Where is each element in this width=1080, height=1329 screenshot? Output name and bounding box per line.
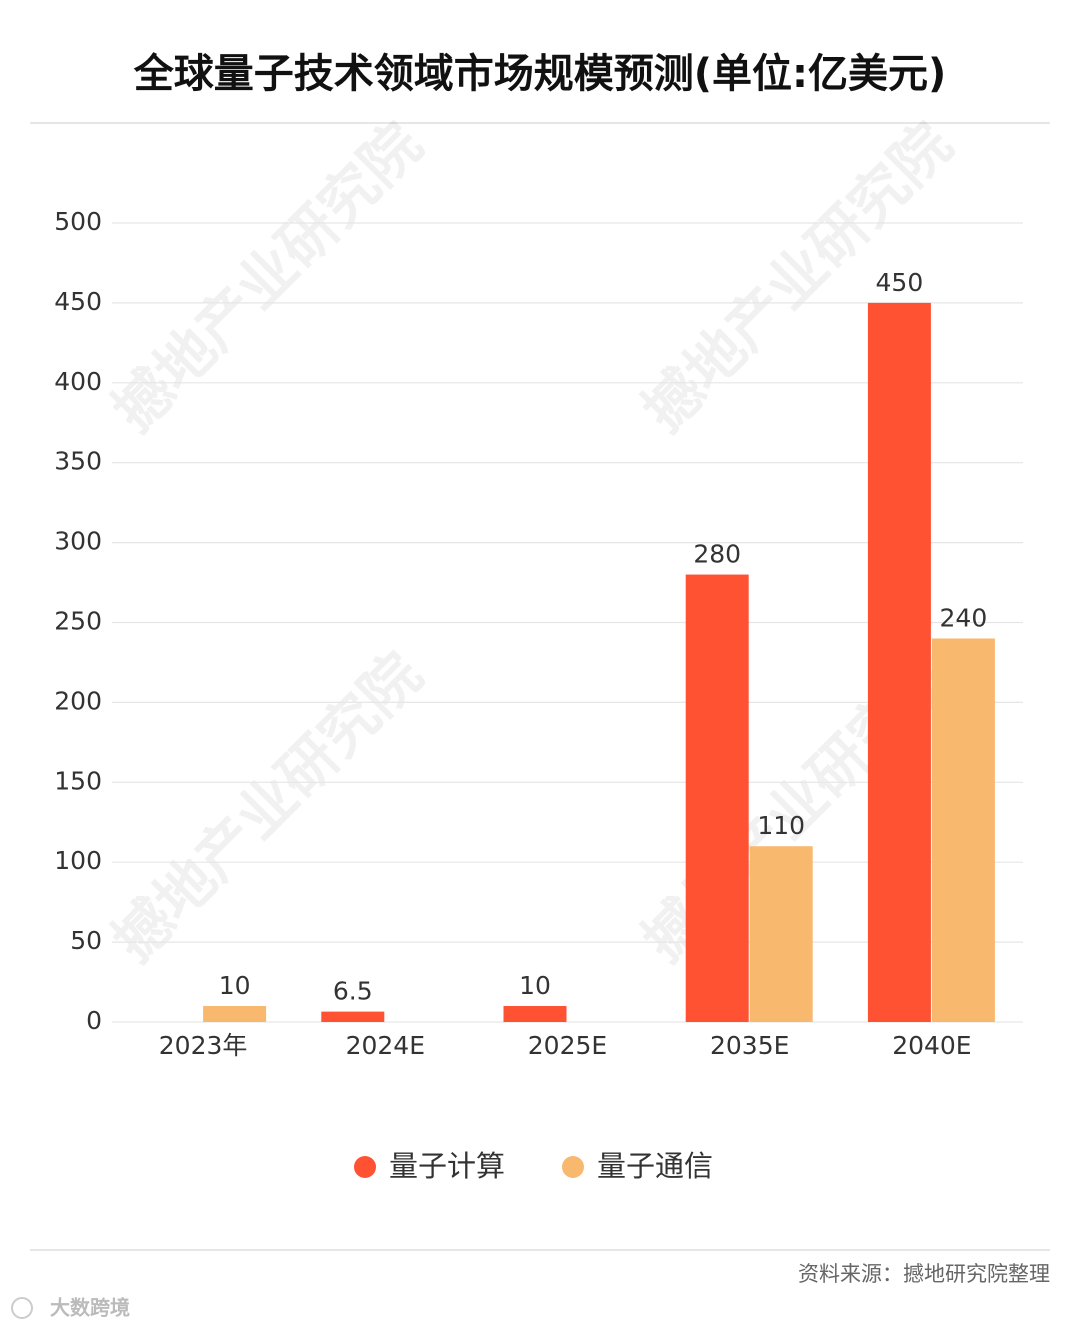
y-tick-label: 50	[70, 926, 102, 955]
data-label: 240	[940, 603, 988, 632]
y-tick-label: 0	[86, 1006, 102, 1035]
data-label: 450	[876, 268, 924, 297]
legend-marker	[354, 1156, 376, 1178]
data-label: 110	[757, 811, 805, 840]
bar	[685, 574, 749, 1022]
data-label: 6.5	[333, 977, 373, 1006]
data-label: 280	[693, 540, 741, 569]
y-tick-label: 200	[54, 686, 102, 715]
y-tick-label: 300	[54, 527, 102, 556]
logo-text: 大数跨境	[50, 1296, 130, 1320]
bar	[203, 1006, 267, 1022]
plot-area: 0 50 100 150 200 250 300 350 400 450 500 2023年 10 202…	[54, 207, 1023, 1183]
y-tick-label: 100	[54, 846, 102, 875]
x-tick-label: 2024E	[346, 1031, 425, 1060]
chart-title: 全球量子技术领域市场规模预测(单位:亿美元)	[133, 51, 947, 97]
bar	[867, 302, 931, 1022]
x-tick-label: 2023年	[159, 1031, 248, 1060]
x-tick-label: 2025E	[528, 1031, 607, 1060]
bar	[931, 638, 995, 1022]
data-label: 10	[519, 971, 551, 1000]
bar	[321, 1011, 385, 1022]
logo-icon	[11, 1297, 33, 1319]
y-tick-label: 350	[54, 447, 102, 476]
x-tick-label: 2040E	[892, 1031, 971, 1060]
y-tick-label: 500	[54, 207, 102, 236]
watermark: 撼地产业研究院	[100, 110, 435, 445]
x-tick-label: 2035E	[710, 1031, 789, 1060]
bar	[749, 846, 813, 1022]
y-tick-label: 400	[54, 367, 102, 396]
watermark: 撼地产业研究院	[100, 640, 435, 975]
bar	[503, 1006, 567, 1022]
y-tick-label: 250	[54, 607, 102, 636]
y-tick-label: 450	[54, 287, 102, 316]
legend-label: 量子通信	[597, 1149, 713, 1183]
data-label: 10	[219, 971, 251, 1000]
source: 资料来源：撼地研究院整理	[798, 1262, 1050, 1286]
y-tick-label: 150	[54, 766, 102, 795]
legend-marker	[562, 1156, 584, 1178]
legend-label: 量子计算	[389, 1149, 505, 1183]
